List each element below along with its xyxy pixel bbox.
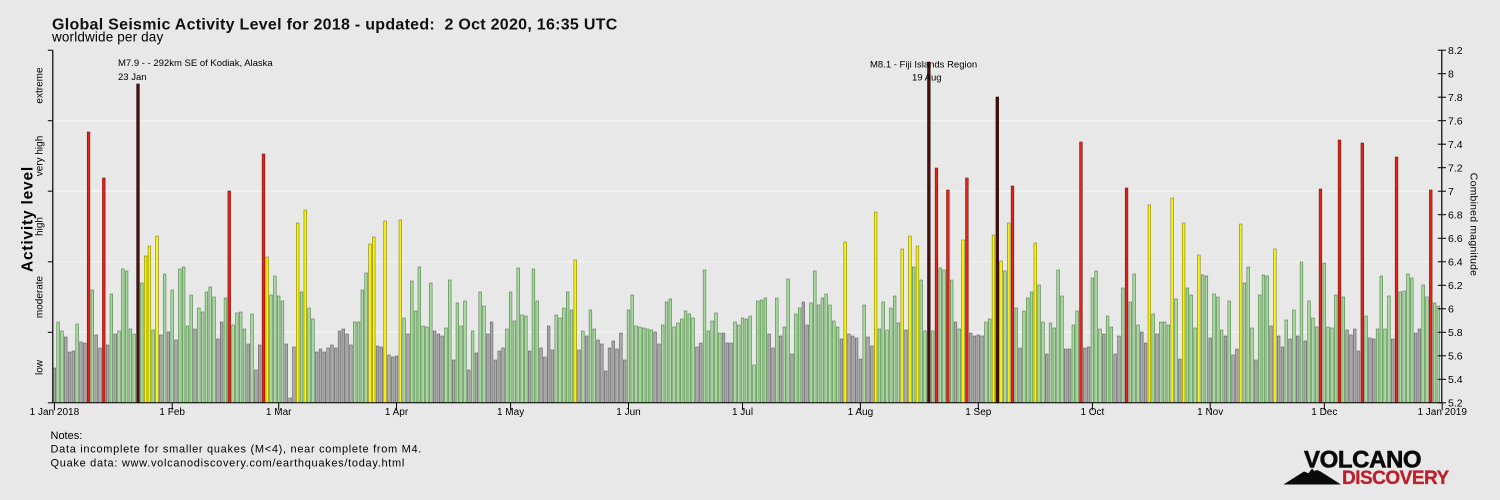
svg-text:5.8: 5.8	[1448, 327, 1463, 339]
svg-text:Combined magnitude: Combined magnitude	[1468, 173, 1480, 276]
svg-text:moderate: moderate	[35, 275, 46, 318]
svg-text:Data incomplete for smaller qu: Data incomplete for smaller quakes (M<4)…	[51, 444, 423, 456]
svg-text:5.4: 5.4	[1448, 374, 1463, 386]
svg-text:6.4: 6.4	[1448, 257, 1463, 269]
svg-text:6.6: 6.6	[1448, 233, 1463, 245]
svg-text:M7.9 - - 292km SE of Kodiak, A: M7.9 - - 292km SE of Kodiak, Alaska	[118, 58, 273, 69]
svg-text:Global Seismic Activity Level: Global Seismic Activity Level for 2018 -…	[52, 17, 618, 34]
svg-text:low: low	[35, 359, 46, 375]
svg-text:very high: very high	[35, 136, 46, 177]
svg-text:7.4: 7.4	[1448, 139, 1463, 151]
svg-text:8: 8	[1448, 69, 1454, 81]
svg-text:1 Jul: 1 Jul	[732, 407, 753, 418]
svg-text:high: high	[35, 217, 46, 236]
svg-text:1 Aug: 1 Aug	[848, 407, 874, 418]
svg-text:7.8: 7.8	[1448, 92, 1463, 104]
svg-text:1 Feb: 1 Feb	[159, 407, 185, 418]
svg-text:7.6: 7.6	[1448, 116, 1463, 128]
svg-text:worldwide per day: worldwide per day	[51, 30, 163, 45]
svg-text:Notes:: Notes:	[51, 430, 83, 442]
svg-text:6.8: 6.8	[1448, 210, 1463, 222]
svg-text:1 Jan 2019: 1 Jan 2019	[1417, 407, 1467, 418]
svg-text:7: 7	[1448, 186, 1454, 198]
svg-text:1 Oct: 1 Oct	[1080, 407, 1104, 418]
svg-text:1 Jun: 1 Jun	[616, 407, 640, 418]
svg-text:M8.1 - Fiji Islands Region: M8.1 - Fiji Islands Region	[870, 60, 977, 71]
svg-text:Quake data: www.volcanodiscove: Quake data: www.volcanodiscovery.com/ear…	[51, 458, 406, 470]
svg-text:Activity level: Activity level	[20, 166, 37, 272]
svg-text:5.6: 5.6	[1448, 351, 1463, 363]
svg-text:1 Apr: 1 Apr	[385, 407, 409, 418]
svg-text:extreme: extreme	[35, 67, 46, 104]
svg-text:1 Sep: 1 Sep	[965, 407, 992, 418]
svg-text:1 Mar: 1 Mar	[266, 407, 292, 418]
svg-text:DISCOVERY: DISCOVERY	[1342, 468, 1450, 489]
svg-text:VOLCANO: VOLCANO	[1304, 447, 1421, 474]
svg-text:1 Nov: 1 Nov	[1197, 407, 1223, 418]
svg-text:6.2: 6.2	[1448, 280, 1463, 292]
svg-text:1 Jan 2018: 1 Jan 2018	[30, 407, 80, 418]
svg-text:8.2: 8.2	[1448, 45, 1463, 57]
svg-text:7.2: 7.2	[1448, 163, 1463, 175]
svg-text:5.2: 5.2	[1448, 398, 1463, 410]
svg-text:19 Aug: 19 Aug	[912, 73, 942, 84]
svg-text:1 Dec: 1 Dec	[1311, 407, 1337, 418]
svg-text:6: 6	[1448, 304, 1454, 316]
svg-text:1 May: 1 May	[497, 407, 524, 418]
svg-text:23 Jan: 23 Jan	[118, 72, 147, 83]
